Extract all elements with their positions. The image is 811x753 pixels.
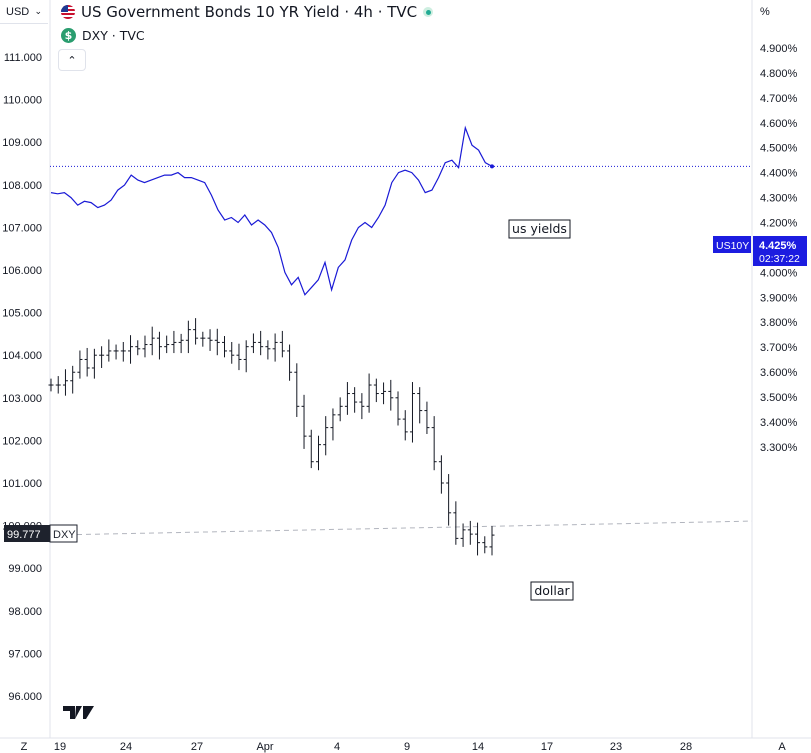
- dxy-label-badge: [49, 524, 78, 543]
- x-axis-tick-label: Apr: [256, 741, 273, 753]
- left-axis-tick-label: 106.000: [2, 265, 42, 277]
- x-axis-tick-label: 17: [541, 741, 553, 753]
- dxy-value: 99.777: [7, 529, 41, 541]
- symbol-title: US Government Bonds 10 YR Yield · 4h · T…: [81, 3, 418, 21]
- right-axis-tick-label: 4.500%: [760, 143, 798, 155]
- us10y-label-badge: [713, 236, 751, 253]
- us10y-last-point: [490, 164, 494, 169]
- right-axis-tick-label: 3.600%: [760, 367, 798, 379]
- left-axis-tick-label: 99.000: [8, 563, 42, 575]
- right-axis-tick-label: 4.700%: [760, 93, 798, 105]
- x-axis-tick-label: 28: [680, 741, 692, 753]
- chevron-down-icon: ⌄: [34, 6, 42, 16]
- right-axis-tick-label: 3.700%: [760, 342, 798, 354]
- x-axis-tick-label: 19: [54, 741, 66, 753]
- us-flag-icon: [61, 5, 75, 19]
- countdown-timer: 02:37:22: [759, 253, 800, 265]
- dxy-value-badge: [4, 525, 50, 542]
- tradingview-logo-icon: [63, 706, 94, 719]
- left-axis-tick-label: 102.000: [2, 435, 42, 447]
- dollar-annotation: dollar: [534, 583, 570, 598]
- us10y-value: 4.425%: [759, 240, 797, 252]
- left-axis-tick-label: 97.000: [8, 648, 42, 660]
- us10y-line: [50, 125, 493, 296]
- right-axis-tick-label: 3.300%: [760, 442, 798, 454]
- yields-annotation: us yields: [512, 221, 567, 236]
- right-axis-tick-label: 3.800%: [760, 317, 798, 329]
- timezone-button[interactable]: Z: [21, 741, 28, 753]
- right-axis-tick-label: 4.200%: [760, 218, 798, 230]
- left-axis-tick-label: 110.000: [3, 95, 42, 107]
- left-axis-tick-label: 96.000: [8, 691, 42, 703]
- symbol-header[interactable]: US Government Bonds 10 YR Yield · 4h · T…: [61, 1, 434, 23]
- right-axis-tick-label: 3.400%: [760, 417, 798, 429]
- left-axis-tick-label: 105.000: [2, 308, 42, 320]
- right-axis-tick-label: 4.000%: [760, 267, 798, 279]
- left-axis-tick-label: 101.000: [2, 478, 42, 490]
- x-axis-tick-label: 4: [334, 741, 340, 753]
- right-axis-tick-label: 4.400%: [760, 168, 798, 180]
- left-axis-tick-label: 109.000: [2, 137, 42, 149]
- dollar-coin-icon: $: [61, 27, 76, 43]
- auto-scale-button[interactable]: A: [778, 741, 786, 753]
- right-axis-unit: %: [760, 6, 770, 18]
- yields-annotation-box: [508, 219, 571, 239]
- left-axis-tick-label: 107.000: [2, 222, 42, 234]
- us10y-value-badge: [753, 236, 807, 266]
- us10y-label: US10Y: [716, 240, 749, 252]
- right-axis-tick-label: 3.900%: [760, 292, 798, 304]
- right-axis-tick-label: 4.600%: [760, 118, 798, 130]
- x-axis-tick-label: 27: [191, 741, 203, 753]
- compare-symbol-title: DXY · TVC: [82, 27, 145, 43]
- left-axis-tick-label: 108.000: [2, 180, 42, 192]
- market-status-icon: [423, 7, 434, 17]
- x-axis-tick-label: 14: [472, 741, 484, 753]
- currency-label: USD: [6, 5, 30, 18]
- right-axis-tick-label: 4.300%: [760, 193, 798, 205]
- dxy-price-line: [49, 520, 753, 536]
- right-axis-tick-label: 3.500%: [760, 392, 798, 404]
- left-axis-tick-label: 103.000: [2, 393, 42, 405]
- right-axis-tick-label: 4.800%: [760, 68, 798, 80]
- left-axis-tick-label: 98.000: [8, 606, 42, 618]
- left-axis-tick-label: 104.000: [2, 350, 42, 362]
- dollar-annotation-box: [530, 581, 574, 601]
- chevron-up-icon: ⌃: [67, 54, 77, 67]
- collapse-legend-button[interactable]: ⌃: [58, 49, 86, 71]
- compare-symbol-header[interactable]: $ DXY · TVC: [61, 26, 145, 44]
- x-axis-tick-label: 9: [404, 741, 410, 753]
- right-axis-tick-label: 4.900%: [760, 43, 798, 55]
- x-axis-tick-label: 24: [120, 741, 132, 753]
- x-axis-tick-label: 23: [610, 741, 622, 753]
- dxy-label: DXY: [53, 529, 76, 541]
- left-axis-tick-label: 111.000: [4, 52, 42, 64]
- currency-selector[interactable]: USD ⌄: [0, 0, 48, 24]
